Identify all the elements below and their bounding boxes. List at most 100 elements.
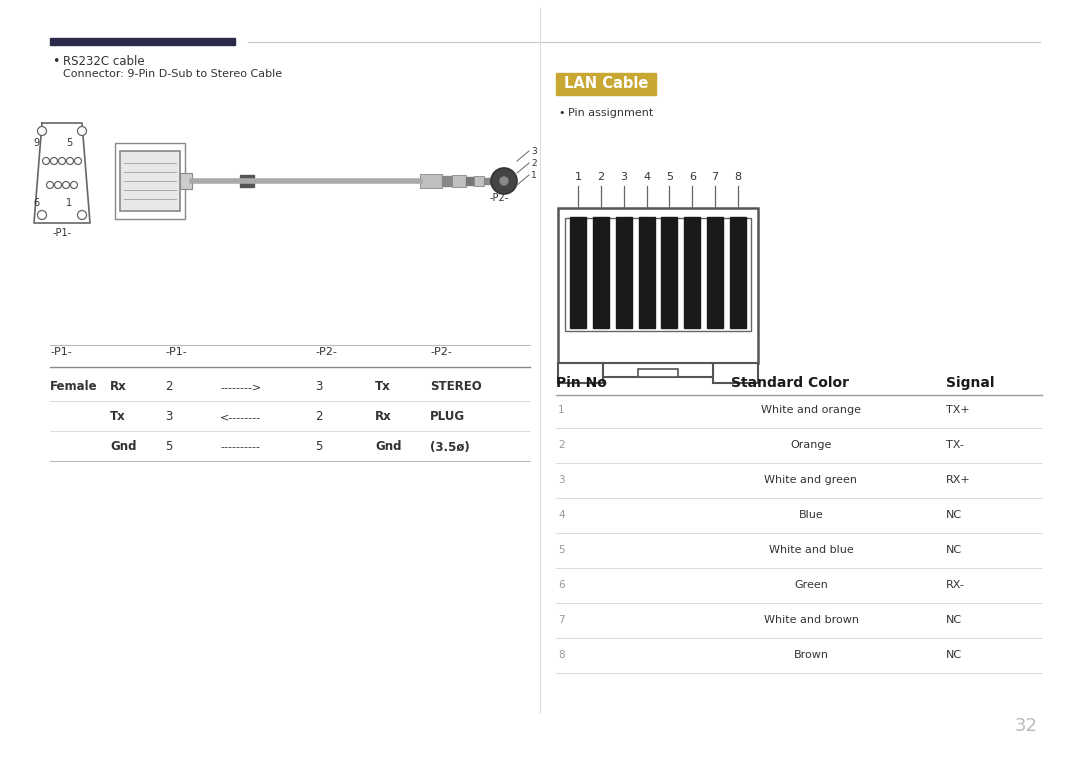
Text: 2: 2 <box>558 440 565 450</box>
Text: Blue: Blue <box>798 510 823 520</box>
Text: <--------: <-------- <box>220 412 261 422</box>
Text: ----------: ---------- <box>220 442 260 452</box>
Text: NC: NC <box>946 545 962 555</box>
Circle shape <box>500 177 508 185</box>
Text: 5: 5 <box>315 440 322 453</box>
Text: Female: Female <box>50 381 97 394</box>
Circle shape <box>38 211 46 220</box>
Circle shape <box>63 182 69 188</box>
Text: Brown: Brown <box>794 650 828 660</box>
Text: -------->: --------> <box>220 382 261 392</box>
Bar <box>240 175 254 187</box>
Text: 3: 3 <box>620 172 627 182</box>
Text: 8: 8 <box>734 172 742 182</box>
Bar <box>442 176 453 186</box>
Circle shape <box>58 157 66 165</box>
Text: 3: 3 <box>531 146 537 156</box>
Bar <box>593 217 609 328</box>
Bar <box>713 363 758 383</box>
Text: 32: 32 <box>1015 717 1038 735</box>
Text: -P1-: -P1- <box>165 347 187 357</box>
Text: 1: 1 <box>575 172 581 182</box>
Circle shape <box>42 157 50 165</box>
Bar <box>638 217 654 328</box>
Bar <box>474 176 484 186</box>
Bar <box>556 73 656 95</box>
Text: Pin assignment: Pin assignment <box>568 108 653 118</box>
Bar <box>603 363 713 377</box>
Text: 2: 2 <box>315 410 323 423</box>
Text: NC: NC <box>946 650 962 660</box>
Text: 3: 3 <box>558 475 565 485</box>
Bar <box>570 217 586 328</box>
Text: 5: 5 <box>165 440 173 453</box>
Bar <box>50 38 235 45</box>
Text: TX-: TX- <box>946 440 963 450</box>
Text: 6: 6 <box>558 580 565 590</box>
Bar <box>120 151 180 211</box>
Text: 3: 3 <box>165 410 173 423</box>
Text: 3: 3 <box>315 381 322 394</box>
Text: -P2-: -P2- <box>315 347 337 357</box>
Text: 5: 5 <box>666 172 673 182</box>
Circle shape <box>67 157 73 165</box>
Text: 5: 5 <box>558 545 565 555</box>
Text: Tx: Tx <box>110 410 125 423</box>
Bar <box>465 177 474 185</box>
Text: NC: NC <box>946 615 962 625</box>
Text: •: • <box>558 108 565 118</box>
Text: (3.5ø): (3.5ø) <box>430 440 470 453</box>
Bar <box>453 175 465 187</box>
Text: -P2-: -P2- <box>430 347 451 357</box>
Bar <box>114 143 185 219</box>
Text: STEREO: STEREO <box>430 381 482 394</box>
Text: -P1-: -P1- <box>50 347 71 357</box>
Text: Orange: Orange <box>791 440 832 450</box>
Text: White and brown: White and brown <box>764 615 859 625</box>
Text: 5: 5 <box>66 138 72 148</box>
Circle shape <box>70 182 78 188</box>
Text: 8: 8 <box>558 650 565 660</box>
Text: Green: Green <box>794 580 828 590</box>
Circle shape <box>75 157 81 165</box>
Bar <box>661 217 677 328</box>
Text: -P2-: -P2- <box>489 193 509 203</box>
Text: PLUG: PLUG <box>430 410 465 423</box>
Text: •: • <box>52 55 59 68</box>
Text: RS232C cable: RS232C cable <box>63 55 145 68</box>
Text: Tx: Tx <box>375 381 391 394</box>
Text: 6: 6 <box>689 172 696 182</box>
Text: LAN Cable: LAN Cable <box>564 76 648 92</box>
Bar <box>558 363 603 383</box>
Text: White and green: White and green <box>765 475 858 485</box>
Text: TX+: TX+ <box>946 405 970 415</box>
Bar <box>730 217 746 328</box>
Text: 1: 1 <box>558 405 565 415</box>
Text: 2: 2 <box>165 381 173 394</box>
Bar <box>638 369 678 377</box>
Circle shape <box>38 127 46 136</box>
Circle shape <box>54 182 62 188</box>
Text: 7: 7 <box>712 172 718 182</box>
Circle shape <box>491 168 517 194</box>
Text: White and orange: White and orange <box>761 405 861 415</box>
Text: Pin No: Pin No <box>556 376 607 390</box>
Text: Rx: Rx <box>375 410 392 423</box>
Bar <box>685 217 700 328</box>
Text: 2: 2 <box>597 172 605 182</box>
Text: 1: 1 <box>66 198 72 208</box>
Circle shape <box>51 157 57 165</box>
Bar <box>558 208 758 363</box>
Text: -P1-: -P1- <box>53 228 71 238</box>
Text: Rx: Rx <box>110 381 126 394</box>
Text: Gnd: Gnd <box>375 440 402 453</box>
Text: RX+: RX+ <box>946 475 971 485</box>
Text: 2: 2 <box>531 159 537 168</box>
Text: Connector: 9-Pin D-Sub to Stereo Cable: Connector: 9-Pin D-Sub to Stereo Cable <box>63 69 282 79</box>
Text: 4: 4 <box>558 510 565 520</box>
Bar <box>180 173 192 189</box>
Text: Gnd: Gnd <box>110 440 136 453</box>
Circle shape <box>46 182 54 188</box>
Text: 1: 1 <box>531 170 537 179</box>
Text: NC: NC <box>946 510 962 520</box>
